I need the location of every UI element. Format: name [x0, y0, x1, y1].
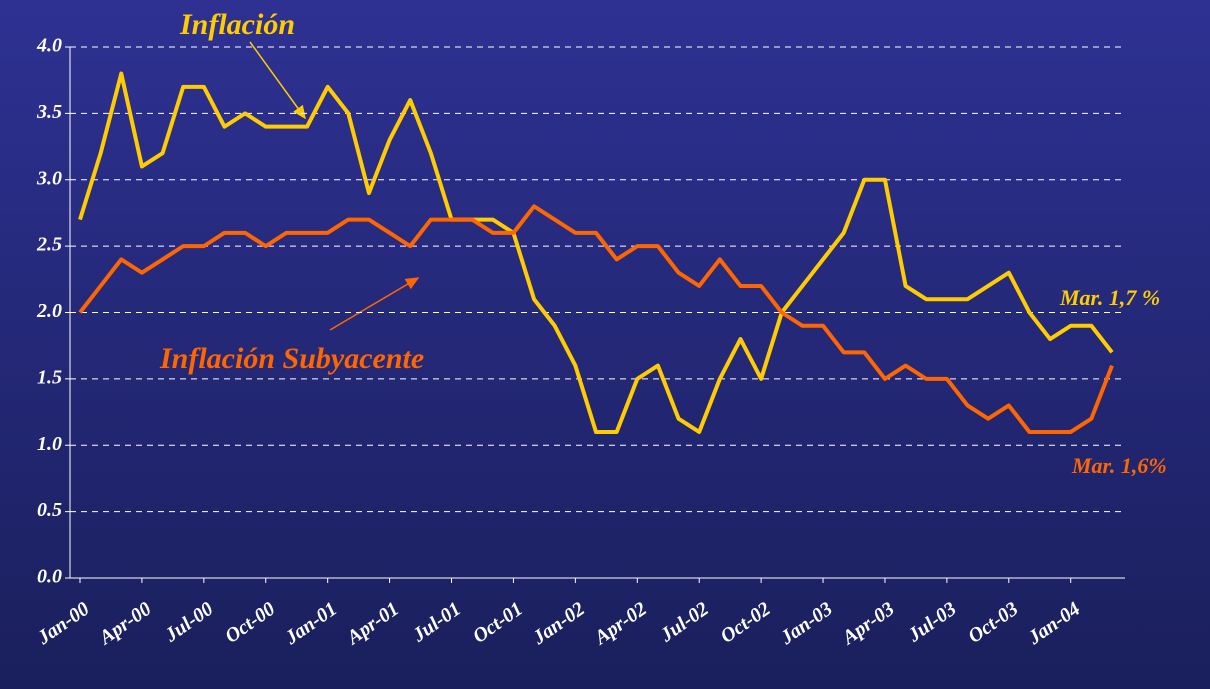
- x-tick-label: Jan-00: [33, 598, 94, 650]
- annotation: Mar. 1,7 %: [1059, 285, 1160, 310]
- x-tick-label: Jul-02: [656, 598, 713, 647]
- x-tick-label: Oct-02: [717, 598, 775, 648]
- y-tick-label: 1.0: [37, 433, 62, 455]
- x-tick-label: Oct-00: [221, 598, 279, 648]
- annotation: Inflación Subyacente: [159, 342, 424, 375]
- x-tick-label: Jul-00: [160, 598, 217, 647]
- line: [78, 71, 1114, 434]
- y-tick-label: 0.5: [37, 499, 62, 521]
- annotation: Mar. 1,6%: [1071, 453, 1167, 478]
- x-tick-label: Jan-01: [280, 598, 341, 650]
- x-tick-label: Apr-02: [589, 598, 651, 650]
- annotation: Inflación: [179, 8, 295, 41]
- arrow: [249, 41, 306, 120]
- x-tick-label: Jul-01: [408, 598, 465, 647]
- y-tick-label: 3.5: [36, 101, 62, 123]
- line: [78, 204, 1114, 434]
- x-tick-label: Jul-03: [903, 598, 960, 647]
- x-tick-label: Oct-01: [469, 598, 527, 648]
- y-tick-label: 4.0: [36, 35, 62, 57]
- arrow: [329, 277, 420, 331]
- y-tick-label: 0.0: [37, 566, 62, 588]
- y-tick-label: 1.5: [37, 366, 62, 388]
- x-tick-label: Oct-03: [964, 598, 1022, 648]
- y-tick-label: 3.0: [36, 167, 62, 189]
- x-tick-label: Apr-00: [94, 598, 156, 650]
- x-tick-label: Jan-04: [1023, 598, 1084, 650]
- x-tick-label: Apr-01: [342, 598, 404, 650]
- x-tick-label: Jan-03: [776, 598, 837, 650]
- x-tick-label: Jan-02: [528, 598, 589, 650]
- y-tick-label: 2.5: [36, 234, 62, 256]
- x-tick-label: Apr-03: [837, 598, 899, 650]
- y-tick-label: 2.0: [36, 300, 62, 322]
